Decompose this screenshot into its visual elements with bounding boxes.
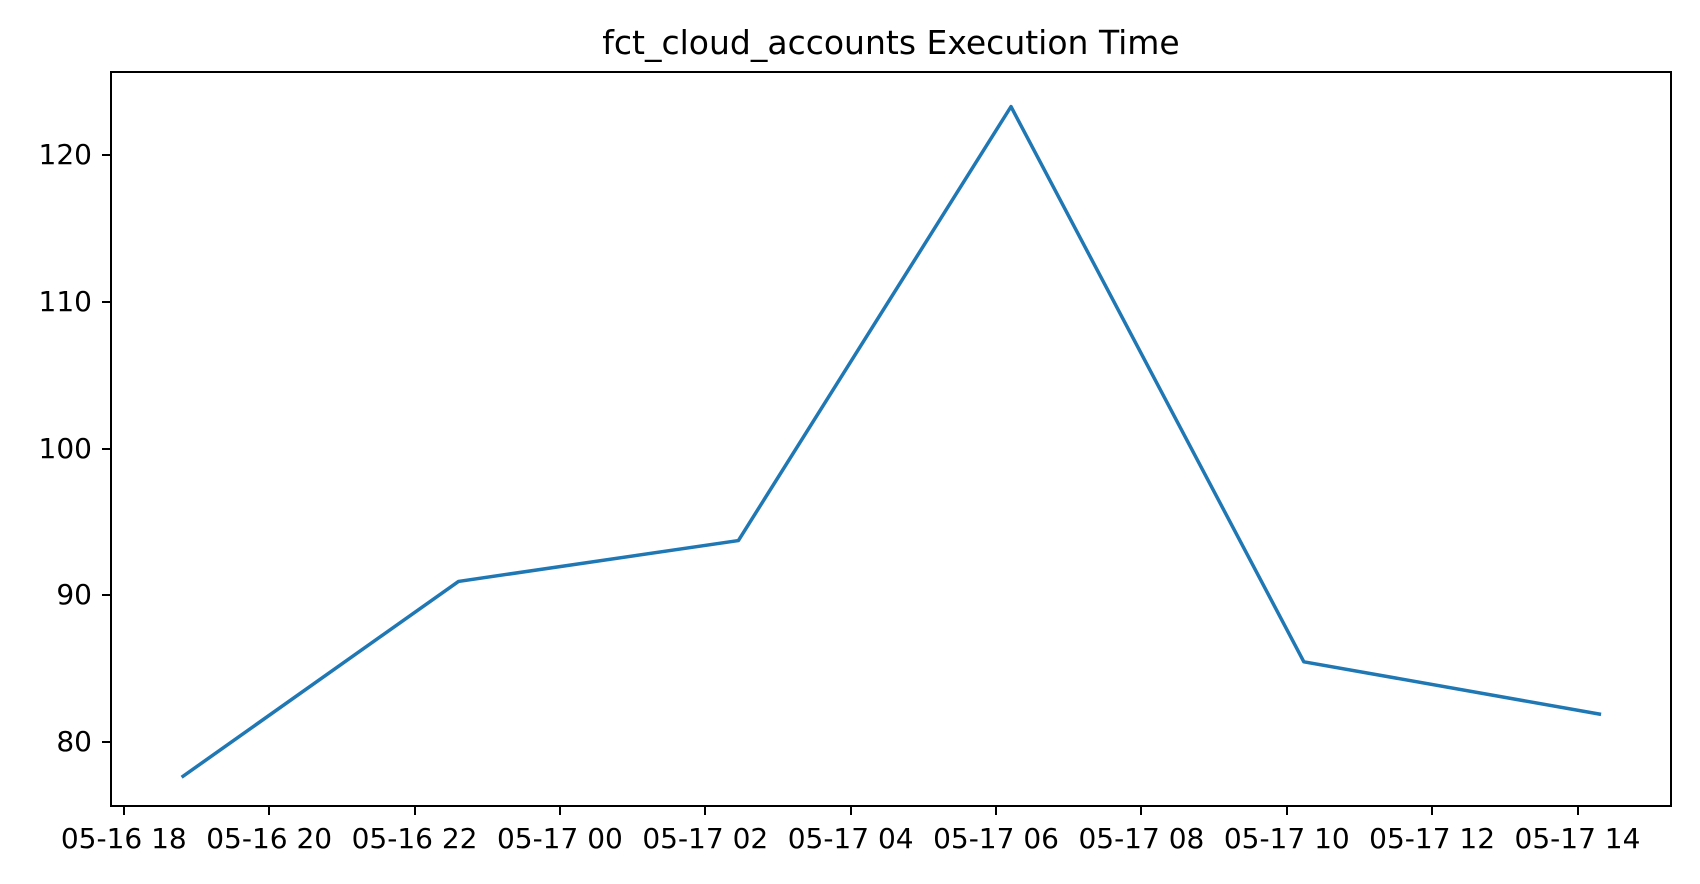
y-tick-label: 120 bbox=[38, 137, 92, 171]
y-tick-label: 100 bbox=[38, 431, 92, 465]
y-tick-label: 110 bbox=[38, 284, 92, 318]
x-tick-label: 05-16 20 bbox=[206, 822, 333, 855]
x-tick-mark bbox=[558, 807, 561, 815]
x-tick-mark bbox=[268, 807, 271, 815]
x-tick-mark bbox=[1140, 807, 1143, 815]
x-tick-label: 05-16 18 bbox=[60, 822, 187, 855]
x-tick-label: 05-17 14 bbox=[1514, 822, 1641, 855]
y-tick-mark bbox=[102, 447, 110, 450]
y-tick-label: 80 bbox=[56, 725, 92, 759]
x-tick-mark bbox=[704, 807, 707, 815]
y-tick-mark bbox=[102, 300, 110, 303]
x-tick-mark bbox=[1431, 807, 1434, 815]
x-tick-label: 05-17 12 bbox=[1369, 822, 1496, 855]
x-tick-label: 05-17 04 bbox=[787, 822, 914, 855]
y-tick-mark bbox=[102, 741, 110, 744]
x-tick-mark bbox=[849, 807, 852, 815]
y-tick-mark bbox=[102, 594, 110, 597]
chart-title: fct_cloud_accounts Execution Time bbox=[602, 23, 1180, 62]
plot-area bbox=[110, 71, 1672, 807]
plot-canvas bbox=[180, 104, 1602, 779]
execution-time-line bbox=[180, 104, 1602, 779]
y-tick-label: 90 bbox=[56, 578, 92, 612]
x-tick-label: 05-16 22 bbox=[351, 822, 478, 855]
x-tick-label: 05-17 06 bbox=[933, 822, 1059, 855]
x-tick-mark bbox=[1576, 807, 1579, 815]
x-tick-mark bbox=[413, 807, 416, 815]
x-tick-label: 05-17 00 bbox=[496, 822, 623, 855]
x-tick-label: 05-17 10 bbox=[1223, 822, 1350, 855]
x-tick-mark bbox=[1285, 807, 1288, 815]
x-tick-label: 05-17 08 bbox=[1078, 822, 1205, 855]
x-tick-mark bbox=[122, 807, 125, 815]
x-tick-mark bbox=[995, 807, 998, 815]
x-tick-label: 05-17 02 bbox=[642, 822, 769, 855]
y-tick-mark bbox=[102, 153, 110, 156]
